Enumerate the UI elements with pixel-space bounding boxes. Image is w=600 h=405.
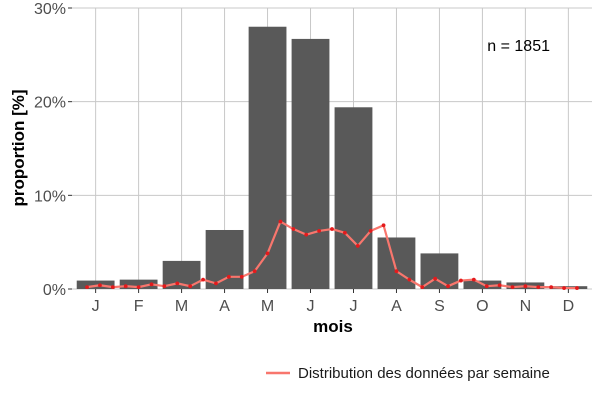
weekly-point — [575, 286, 579, 290]
weekly-line — [86, 220, 577, 290]
weekly-point — [252, 269, 257, 274]
y-axis-title: proportion [%] — [9, 89, 28, 206]
weekly-point — [330, 227, 334, 231]
bar — [248, 26, 287, 289]
weekly-point — [317, 229, 322, 233]
x-tick-label: S — [434, 298, 445, 315]
x-tick-label: M — [261, 298, 274, 315]
weekly-point — [510, 285, 515, 290]
weekly-point — [239, 274, 244, 279]
weekly-point — [536, 285, 541, 290]
x-tick-label: A — [219, 298, 230, 315]
weekly-point — [136, 285, 141, 290]
weekly-point — [549, 285, 554, 290]
weekly-point — [278, 219, 283, 224]
weekly-point — [433, 276, 438, 281]
x-tick-label: D — [563, 298, 575, 315]
weekly-point — [162, 284, 167, 289]
sample-size-annotation: n = 1851 — [487, 38, 550, 55]
weekly-point — [484, 284, 489, 289]
weekly-point — [226, 274, 231, 279]
weekly-point — [342, 230, 347, 235]
weekly-point — [368, 229, 373, 233]
weekly-point — [85, 285, 89, 290]
bar — [119, 279, 158, 289]
weekly-point — [562, 286, 566, 290]
legend: Distribution des données par semaine — [266, 365, 550, 382]
weekly-point — [446, 284, 450, 289]
weekly-point — [214, 281, 218, 286]
weekly-point — [459, 278, 463, 283]
weekly-point — [188, 284, 193, 289]
x-tick-label: J — [92, 298, 100, 315]
weekly-point — [407, 277, 412, 282]
weekly-point — [523, 284, 528, 289]
weekly-point — [149, 282, 154, 287]
weekly-point — [394, 269, 399, 274]
x-tick-label: O — [476, 298, 488, 315]
y-tick-label: 0% — [43, 282, 66, 299]
weekly-point — [98, 283, 102, 288]
x-tick-label: F — [134, 298, 144, 315]
weekly-point — [123, 284, 128, 289]
weekly-point — [265, 251, 270, 256]
weekly-point — [497, 283, 502, 288]
weekly-point — [471, 277, 476, 282]
weekly-point — [355, 244, 360, 248]
bar — [291, 38, 330, 289]
x-tick-label: A — [391, 298, 402, 315]
y-tick-label: 10% — [34, 188, 66, 205]
weekly-line-layer — [85, 219, 579, 290]
ticks-layer: 0% 10% 20% 30% J F M A M J J A S O N D — [34, 1, 574, 315]
weekly-point — [175, 281, 180, 286]
bars-layer — [76, 26, 588, 289]
x-tick-label: J — [349, 298, 357, 315]
weekly-point — [381, 223, 386, 228]
grid-layer — [72, 7, 592, 290]
weekly-point — [420, 285, 425, 290]
x-axis-title: mois — [313, 317, 353, 336]
weekly-point — [110, 285, 115, 290]
weekly-point — [291, 227, 296, 231]
x-tick-label: N — [520, 298, 532, 315]
y-tick-label: 20% — [34, 95, 66, 112]
bar — [334, 107, 373, 289]
weekly-point — [304, 232, 309, 237]
x-tick-label: M — [175, 298, 188, 315]
x-tick-label: J — [307, 298, 315, 315]
weekly-point — [201, 277, 205, 282]
y-tick-label: 30% — [34, 1, 66, 18]
legend-label-weekly: Distribution des données par semaine — [298, 365, 550, 382]
